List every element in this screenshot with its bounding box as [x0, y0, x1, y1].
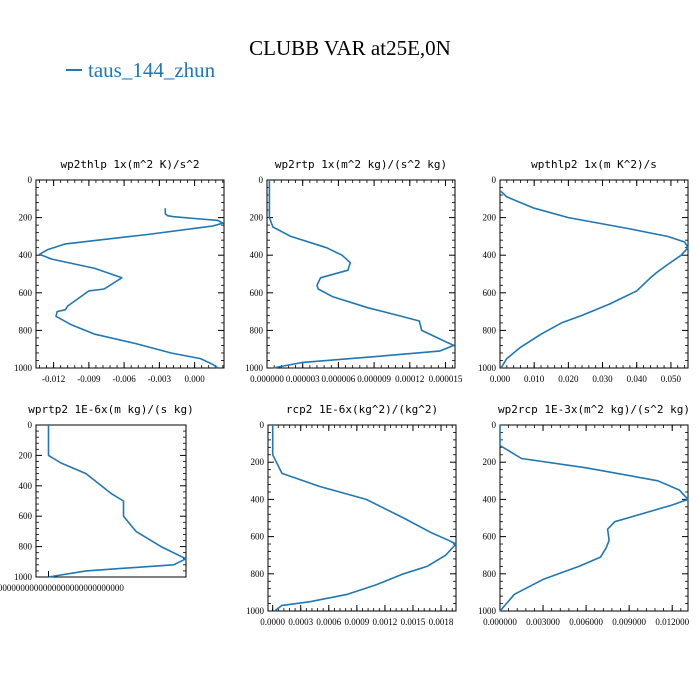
y-tick-label: 200	[250, 213, 264, 223]
x-tick-label: 0.000000	[483, 617, 517, 627]
plot-frame	[35, 179, 225, 369]
x-tick-label: 0.050	[661, 374, 682, 384]
y-tick-label: 400	[483, 250, 497, 260]
series-line	[500, 190, 689, 369]
panel-3: wpthlp2 1x(m K^2)/s 0 200 400 600 800 10000.00…	[478, 158, 689, 384]
series-line	[47, 425, 187, 578]
y-tick-label: 600	[483, 532, 497, 542]
plot-frame	[35, 424, 187, 578]
x-tick-label: 0.000015	[429, 374, 463, 384]
y-tick-label: 600	[19, 511, 33, 521]
x-tick-label: 0.010	[524, 374, 545, 384]
x-tick-label: 0.003000	[526, 617, 560, 627]
panel-1: wp2thlp 1x(m^2 K)/s^2 0 200 400 600 800 1000 -0…	[14, 158, 225, 384]
y-tick-label: 0	[260, 420, 265, 430]
y-tick-label: 800	[251, 569, 265, 579]
x-tick-label: -0.003	[148, 374, 172, 384]
plot-frame	[266, 179, 456, 369]
y-tick-label: 400	[483, 494, 497, 504]
y-tick-label: 0	[492, 175, 497, 185]
panel-title: wprtp2 1E-6x(m kg)/(s kg)	[28, 403, 194, 416]
x-tick-label: 0.000006	[322, 374, 356, 384]
y-tick-label: 0	[28, 420, 33, 430]
series-line	[499, 425, 689, 612]
legend: taus_144_zhun	[66, 58, 215, 83]
x-tick-label: 0.00012	[395, 374, 424, 384]
x-tick-label: 0.009000	[612, 617, 646, 627]
x-tick-label: 0.012000	[655, 617, 689, 627]
panel-title: rcp2 1E-6x(kg^2)/(kg^2)	[286, 403, 438, 416]
x-tick-label: 0.0012	[373, 617, 398, 627]
y-tick-label: 800	[19, 542, 33, 552]
y-tick-label: 600	[19, 288, 33, 298]
legend-label: taus_144_zhun	[88, 58, 216, 82]
y-tick-label: 1000	[14, 572, 33, 582]
plot-frame	[499, 424, 689, 612]
panel-4: wprtp2 1E-6x(m kg)/(s kg) 0 200 400 600 800 10…	[0, 403, 194, 593]
y-tick-label: 800	[483, 325, 497, 335]
y-tick-label: 200	[19, 213, 33, 223]
y-tick-label: 200	[483, 213, 497, 223]
y-tick-label: 400	[251, 494, 265, 504]
y-tick-label: 400	[250, 250, 264, 260]
panel-title: wp2thlp 1x(m^2 K)/s^2	[60, 158, 199, 171]
y-tick-label: 200	[19, 450, 33, 460]
x-tick-label: 0.000000	[250, 374, 284, 384]
x-tick-label: 0.0009	[344, 617, 369, 627]
x-tick-label: 0.000003	[286, 374, 320, 384]
panel-5: rcp2 1E-6x(kg^2)/(kg^2) 0 200 400 600 800 1000…	[246, 403, 457, 627]
y-tick-label: 800	[250, 325, 264, 335]
y-tick-label: 400	[19, 250, 33, 260]
y-tick-label: 800	[483, 569, 497, 579]
y-tick-label: 200	[483, 457, 497, 467]
chart-title: CLUBB VAR at25E,0N	[249, 36, 451, 60]
series-line	[268, 180, 455, 369]
y-tick-label: 0	[259, 175, 264, 185]
y-tick-label: 400	[19, 481, 33, 491]
x-tick-label: -0.009	[77, 374, 101, 384]
panel-title: wpthlp2 1x(m K^2)/s	[531, 158, 657, 171]
x-tick-label: 0.0000	[260, 617, 285, 627]
y-tick-label: 800	[19, 325, 33, 335]
y-tick-label: 1000	[246, 606, 265, 616]
x-tick-label: 0.0018	[429, 617, 454, 627]
y-tick-label: 600	[483, 288, 497, 298]
y-tick-label: 0	[492, 420, 497, 430]
x-tick-label: 0.0003	[288, 617, 313, 627]
legend-line-swatch	[66, 69, 82, 72]
y-tick-label: 1000	[245, 363, 264, 373]
y-tick-label: 200	[251, 457, 265, 467]
y-tick-label: 600	[251, 532, 265, 542]
panel-2: wp2rtp 1x(m^2 kg)/(s^2 kg) 0 200 400 600 800 1…	[245, 158, 463, 384]
x-tick-label: 0.000009	[357, 374, 391, 384]
plot-frame	[267, 424, 457, 612]
x-tick-label: 0.0006	[316, 617, 341, 627]
x-tick-label: 0.00000000000000000000000000000000	[0, 583, 124, 593]
panel-title: wp2rtp 1x(m^2 kg)/(s^2 kg)	[275, 158, 447, 171]
x-tick-label: -0.006	[113, 374, 137, 384]
x-tick-label: 0.020	[558, 374, 579, 384]
x-tick-label: 0.0015	[401, 617, 426, 627]
x-tick-label: 0.040	[627, 374, 648, 384]
x-tick-label: -0.012	[42, 374, 65, 384]
x-tick-label: 0.000	[185, 374, 206, 384]
panel-title: wp2rcp 1E-3x(m^2 kg)/(s^2 kg)	[498, 403, 690, 416]
y-tick-label: 1000	[478, 363, 497, 373]
series-line	[271, 425, 457, 612]
y-tick-label: 0	[28, 175, 33, 185]
plot-frame	[499, 179, 689, 369]
y-tick-label: 600	[250, 288, 264, 298]
x-tick-label: 0.000	[490, 374, 511, 384]
y-tick-label: 1000	[14, 363, 33, 373]
x-tick-label: 0.030	[592, 374, 613, 384]
panel-6: wp2rcp 1E-3x(m^2 kg)/(s^2 kg)0 200 400 600 8…	[478, 403, 690, 627]
x-tick-label: 0.006000	[569, 617, 603, 627]
series-line	[38, 208, 224, 369]
y-tick-label: 1000	[478, 606, 497, 616]
